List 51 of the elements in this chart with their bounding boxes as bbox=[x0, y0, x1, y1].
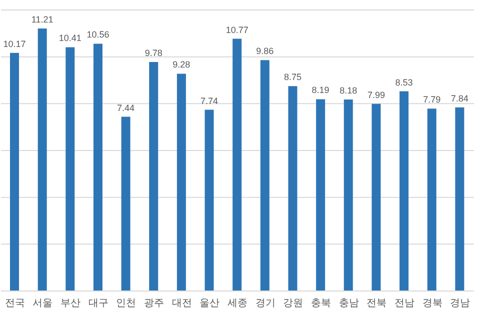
data-label: 9.78 bbox=[144, 48, 162, 58]
data-label: 8.18 bbox=[340, 85, 358, 96]
x-tick-label: 대구 bbox=[88, 298, 108, 310]
data-label: 11.21 bbox=[31, 14, 54, 24]
x-tick-label: 경북 bbox=[422, 298, 442, 310]
data-label: 8.75 bbox=[284, 72, 302, 82]
data-label: 7.79 bbox=[423, 94, 441, 105]
data-label: 10.77 bbox=[226, 24, 248, 35]
x-tick-label: 충북 bbox=[310, 298, 331, 310]
bar bbox=[400, 91, 409, 291]
x-tick-label: 충남 bbox=[338, 298, 359, 310]
x-tick-label: 대전 bbox=[172, 298, 192, 310]
bar bbox=[149, 62, 158, 291]
bar bbox=[10, 52, 19, 291]
data-label: 10.17 bbox=[3, 38, 26, 49]
bar bbox=[176, 74, 186, 291]
x-tick-label: 전남 bbox=[394, 298, 414, 310]
bar bbox=[427, 108, 436, 291]
x-tick-label: 전국 bbox=[4, 298, 25, 310]
bar bbox=[66, 47, 75, 291]
bar bbox=[288, 86, 298, 291]
data-label: 10.56 bbox=[86, 30, 110, 40]
x-tick-label: 경기 bbox=[255, 298, 276, 310]
x-tick-label: 서울 bbox=[32, 298, 53, 310]
data-label: 7.74 bbox=[200, 96, 218, 106]
x-tick-label: 세종 bbox=[228, 298, 248, 310]
x-tick-label: 인천 bbox=[116, 298, 136, 310]
data-label: 7.84 bbox=[450, 93, 468, 104]
data-label: 8.19 bbox=[312, 85, 330, 96]
data-label: 8.53 bbox=[395, 77, 413, 88]
bar bbox=[38, 28, 47, 291]
x-tick-label: 전북 bbox=[366, 298, 387, 310]
x-tick-label: 경남 bbox=[450, 298, 470, 310]
x-tick-label: 광주 bbox=[144, 298, 164, 310]
bar bbox=[344, 99, 353, 291]
bar bbox=[121, 116, 130, 291]
x-tick-label: 강원 bbox=[283, 298, 304, 310]
bar bbox=[204, 110, 214, 291]
x-tick-label: 울산 bbox=[200, 298, 220, 310]
bar bbox=[455, 107, 464, 291]
bar bbox=[316, 99, 326, 291]
bar bbox=[372, 104, 381, 291]
bar bbox=[260, 60, 270, 291]
data-label: 7.44 bbox=[117, 102, 135, 113]
x-tick-label: 부산 bbox=[60, 298, 81, 310]
data-label: 9.86 bbox=[256, 46, 274, 56]
data-label: 9.28 bbox=[172, 60, 190, 70]
bar bbox=[93, 44, 102, 291]
bar bbox=[232, 38, 242, 291]
data-label: 7.99 bbox=[367, 90, 385, 100]
data-label: 10.41 bbox=[58, 33, 82, 44]
